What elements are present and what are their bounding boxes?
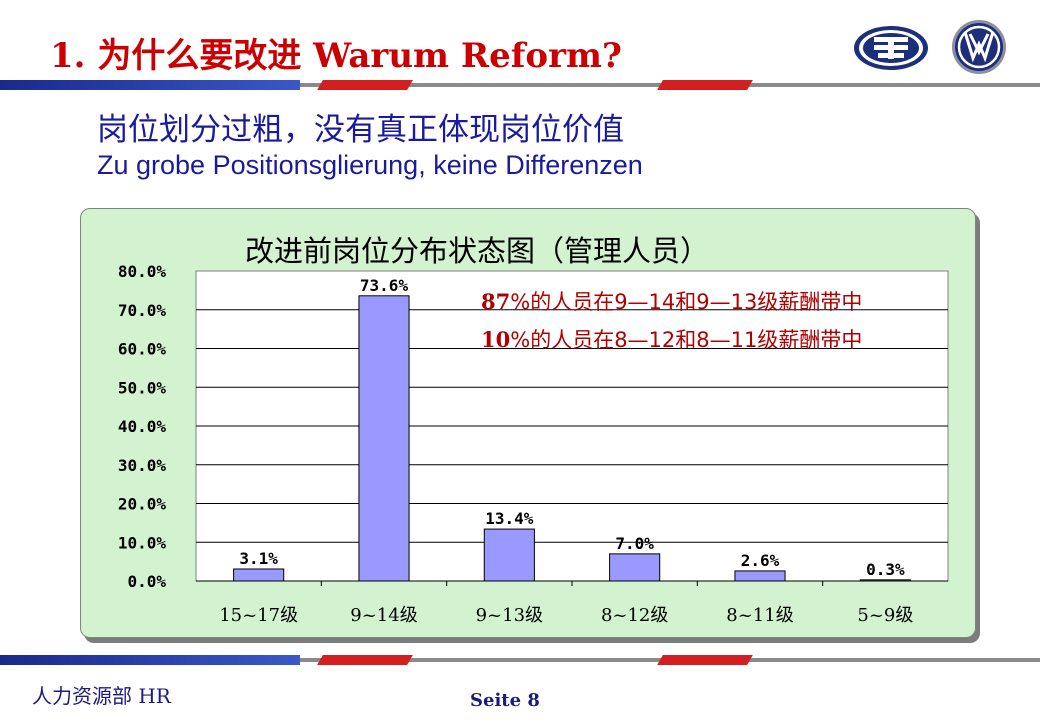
x-tick-label: 8~11级 xyxy=(726,605,793,626)
x-tick-label: 9~14级 xyxy=(350,605,417,626)
y-tick-label: 10.0% xyxy=(118,533,167,552)
data-label: 0.3% xyxy=(866,560,905,579)
footer-department: 人力资源部 HR xyxy=(32,684,171,708)
annotation-10: 10%的人员在8—12和8—11级薪酬带中 xyxy=(481,327,863,352)
chart-title: 改进前岗位分布状态图（管理人员） xyxy=(245,234,710,268)
y-tick-label: 70.0% xyxy=(118,301,167,320)
data-label: 3.1% xyxy=(239,549,278,568)
data-label: 7.0% xyxy=(615,534,654,553)
x-tick-label: 9~13级 xyxy=(476,605,543,626)
header-divider xyxy=(0,80,1040,90)
subtitle-german: Zu grobe Positionsglierung, keine Differ… xyxy=(97,150,643,180)
bar xyxy=(734,570,786,582)
y-tick-label: 20.0% xyxy=(118,495,167,514)
vw-logo xyxy=(952,20,1006,74)
footer-divider xyxy=(0,655,1040,665)
faw-logo xyxy=(854,26,928,70)
bar xyxy=(358,295,410,582)
bar xyxy=(609,553,661,582)
y-tick-label: 0.0% xyxy=(127,572,166,591)
data-label: 13.4% xyxy=(485,509,534,528)
x-tick-label: 8~12级 xyxy=(601,605,668,626)
subtitle-chinese: 岗位划分过粗，没有真正体现岗位价值 xyxy=(97,112,624,148)
y-tick-label: 80.0% xyxy=(118,262,167,281)
annotation-87: 87%的人员在9—14和9—13级薪酬带中 xyxy=(481,289,863,314)
y-tick-label: 40.0% xyxy=(118,417,167,436)
y-tick-label: 60.0% xyxy=(118,340,167,359)
y-tick-label: 30.0% xyxy=(118,456,167,475)
page-number: Seite 8 xyxy=(470,690,540,711)
x-tick-label: 15~17级 xyxy=(219,605,298,626)
data-label: 73.6% xyxy=(360,276,409,295)
bar xyxy=(233,568,285,582)
slide-title: 1. 为什么要改进 Warum Reform? xyxy=(50,36,622,76)
x-tick-label: 5~9级 xyxy=(857,605,913,626)
data-label: 2.6% xyxy=(741,551,780,570)
bar xyxy=(483,528,535,582)
y-tick-label: 50.0% xyxy=(118,378,167,397)
